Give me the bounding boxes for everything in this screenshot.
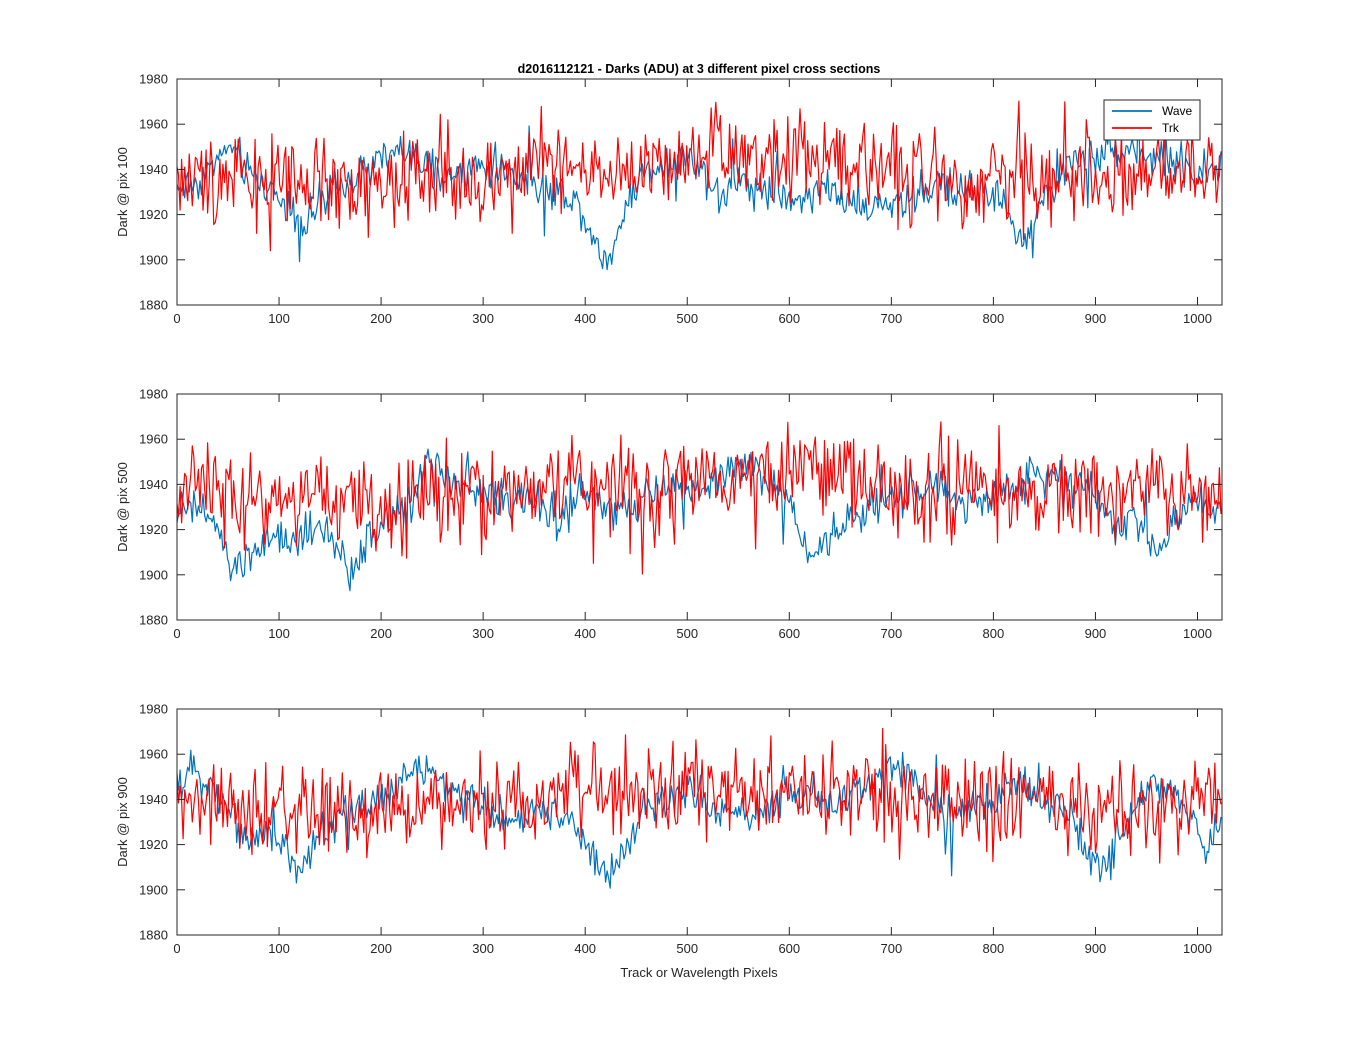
y-axis-label: Dark @ pix 100 xyxy=(115,147,130,237)
x-tick-label: 600 xyxy=(778,941,800,956)
legend: Wave Trk xyxy=(1103,99,1201,141)
x-tick-label: 500 xyxy=(676,626,698,641)
y-tick-label: 1920 xyxy=(139,837,168,852)
series-group xyxy=(177,100,1222,271)
x-tick-label: 400 xyxy=(574,941,596,956)
x-tick-label: 900 xyxy=(1085,941,1107,956)
x-tick-label: 400 xyxy=(574,311,596,326)
y-tick-label: 1900 xyxy=(139,252,168,267)
y-tick-label: 1880 xyxy=(139,928,168,943)
y-tick-label: 1900 xyxy=(139,567,168,582)
y-tick-label: 1960 xyxy=(139,117,168,132)
y-tick-label: 1920 xyxy=(139,522,168,537)
x-tick-label: 700 xyxy=(881,941,903,956)
subplots: 0 100 200 300 400 500 600 700 800 900 100018801900… xyxy=(115,72,1223,956)
legend-label-wave: Wave xyxy=(1162,104,1193,118)
x-tick-label: 0 xyxy=(173,941,180,956)
x-tick-label: 200 xyxy=(370,626,392,641)
y-tick-label: 1980 xyxy=(139,387,168,402)
plot-area xyxy=(177,394,1222,620)
subplot-1: 0 100 200 300 400 500 600 700 800 900 1000 1880 1900… xyxy=(115,72,1223,326)
y-tick-label: 1980 xyxy=(139,702,168,717)
x-tick-label: 600 xyxy=(778,626,800,641)
x-tick-label: 100 xyxy=(268,941,290,956)
x-tick-label: 800 xyxy=(983,311,1005,326)
x-tick-label: 1000 xyxy=(1183,941,1212,956)
x-tick-label: 100 xyxy=(268,311,290,326)
axes-box xyxy=(176,78,1223,306)
series-group xyxy=(177,421,1222,592)
series-line-trk xyxy=(177,421,1222,575)
axes-box xyxy=(176,393,1223,621)
x-tick-label: 300 xyxy=(472,941,494,956)
x-tick-label: 100 xyxy=(268,626,290,641)
x-tick-label: 600 xyxy=(778,311,800,326)
x-tick-label: 800 xyxy=(983,941,1005,956)
x-tick-label: 0 xyxy=(173,311,180,326)
x-tick-label: 300 xyxy=(472,311,494,326)
x-tick-label: 400 xyxy=(574,626,596,641)
y-tick-label: 1880 xyxy=(139,613,168,628)
series-line-trk xyxy=(177,100,1222,252)
x-tick-label: 500 xyxy=(676,311,698,326)
y-axis-label: Dark @ pix 500 xyxy=(115,462,130,552)
x-tick-label: 500 xyxy=(676,941,698,956)
y-tick-label: 1920 xyxy=(139,207,168,222)
x-tick-label: 1000 xyxy=(1183,626,1212,641)
x-tick-label: 700 xyxy=(881,626,903,641)
figure-title: d2016112121 - Darks (ADU) at 3 different… xyxy=(518,62,881,76)
axes-box xyxy=(176,708,1223,936)
x-tick-label: 0 xyxy=(173,626,180,641)
x-tick-label: 200 xyxy=(370,311,392,326)
x-tick-label: 900 xyxy=(1085,311,1107,326)
x-tick-label: 700 xyxy=(881,311,903,326)
y-tick-label: 1940 xyxy=(139,162,168,177)
series-line-trk xyxy=(177,727,1222,864)
x-tick-label: 300 xyxy=(472,626,494,641)
y-tick-label: 1940 xyxy=(139,477,168,492)
subplot-2: 0 100 200 300 400 500 600 700 800 900 1000 1880 1900… xyxy=(115,387,1223,641)
y-tick-label: 1900 xyxy=(139,882,168,897)
x-axis-label: Track or Wavelength Pixels xyxy=(620,965,778,980)
legend-box xyxy=(1103,99,1201,141)
x-tick-label: 900 xyxy=(1085,626,1107,641)
y-tick-label: 1880 xyxy=(139,298,168,313)
x-tick-label: 800 xyxy=(983,626,1005,641)
x-tick-label: 200 xyxy=(370,941,392,956)
subplot-3: 0 100 200 300 400 500 600 700 800 900 1000 1880 1900… xyxy=(115,702,1223,956)
legend-label-trk: Trk xyxy=(1162,121,1180,135)
y-tick-label: 1960 xyxy=(139,747,168,762)
x-tick-label: 1000 xyxy=(1183,311,1212,326)
y-axis-label: Dark @ pix 900 xyxy=(115,777,130,867)
series-group xyxy=(177,727,1222,889)
y-tick-label: 1960 xyxy=(139,432,168,447)
y-tick-label: 1980 xyxy=(139,72,168,87)
y-tick-label: 1940 xyxy=(139,792,168,807)
